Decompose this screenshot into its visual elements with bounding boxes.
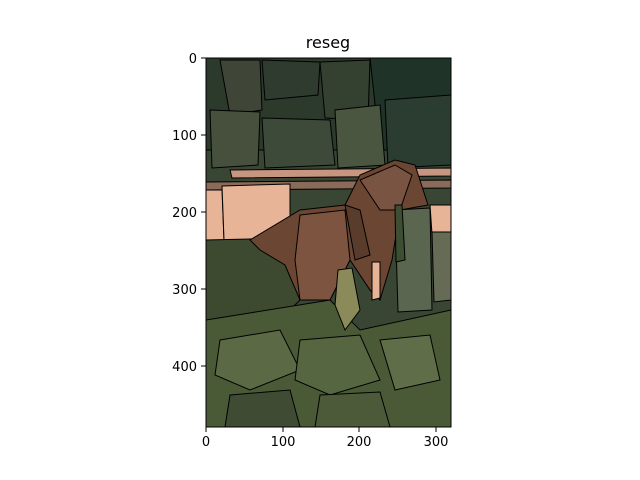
y-tick-label: 400 bbox=[172, 360, 197, 375]
y-tick-0: 0 bbox=[189, 52, 206, 67]
x-tick-label: 300 bbox=[424, 435, 449, 450]
plot-title: reseg bbox=[306, 33, 350, 52]
x-tick-100: 100 bbox=[271, 427, 296, 450]
y-tick-100: 100 bbox=[172, 129, 206, 144]
x-tick-label: 100 bbox=[271, 435, 296, 450]
x-tick-200: 200 bbox=[347, 427, 372, 450]
y-tick-300: 300 bbox=[172, 283, 206, 298]
y-tick-200: 200 bbox=[172, 206, 206, 221]
x-tick-300: 300 bbox=[424, 427, 449, 450]
y-tick-label: 300 bbox=[172, 283, 197, 298]
x-tick-0: 0 bbox=[202, 427, 210, 450]
segmented-image bbox=[205, 57, 452, 428]
x-tick-label: 200 bbox=[347, 435, 372, 450]
y-tick-label: 200 bbox=[172, 206, 197, 221]
y-tick-label: 100 bbox=[172, 129, 197, 144]
y-tick-label: 0 bbox=[189, 52, 197, 67]
x-axis: 0 100 200 300 bbox=[202, 427, 449, 450]
x-tick-label: 0 bbox=[202, 435, 210, 450]
y-axis: 0 100 200 300 400 bbox=[172, 52, 206, 375]
y-tick-400: 400 bbox=[172, 360, 206, 375]
